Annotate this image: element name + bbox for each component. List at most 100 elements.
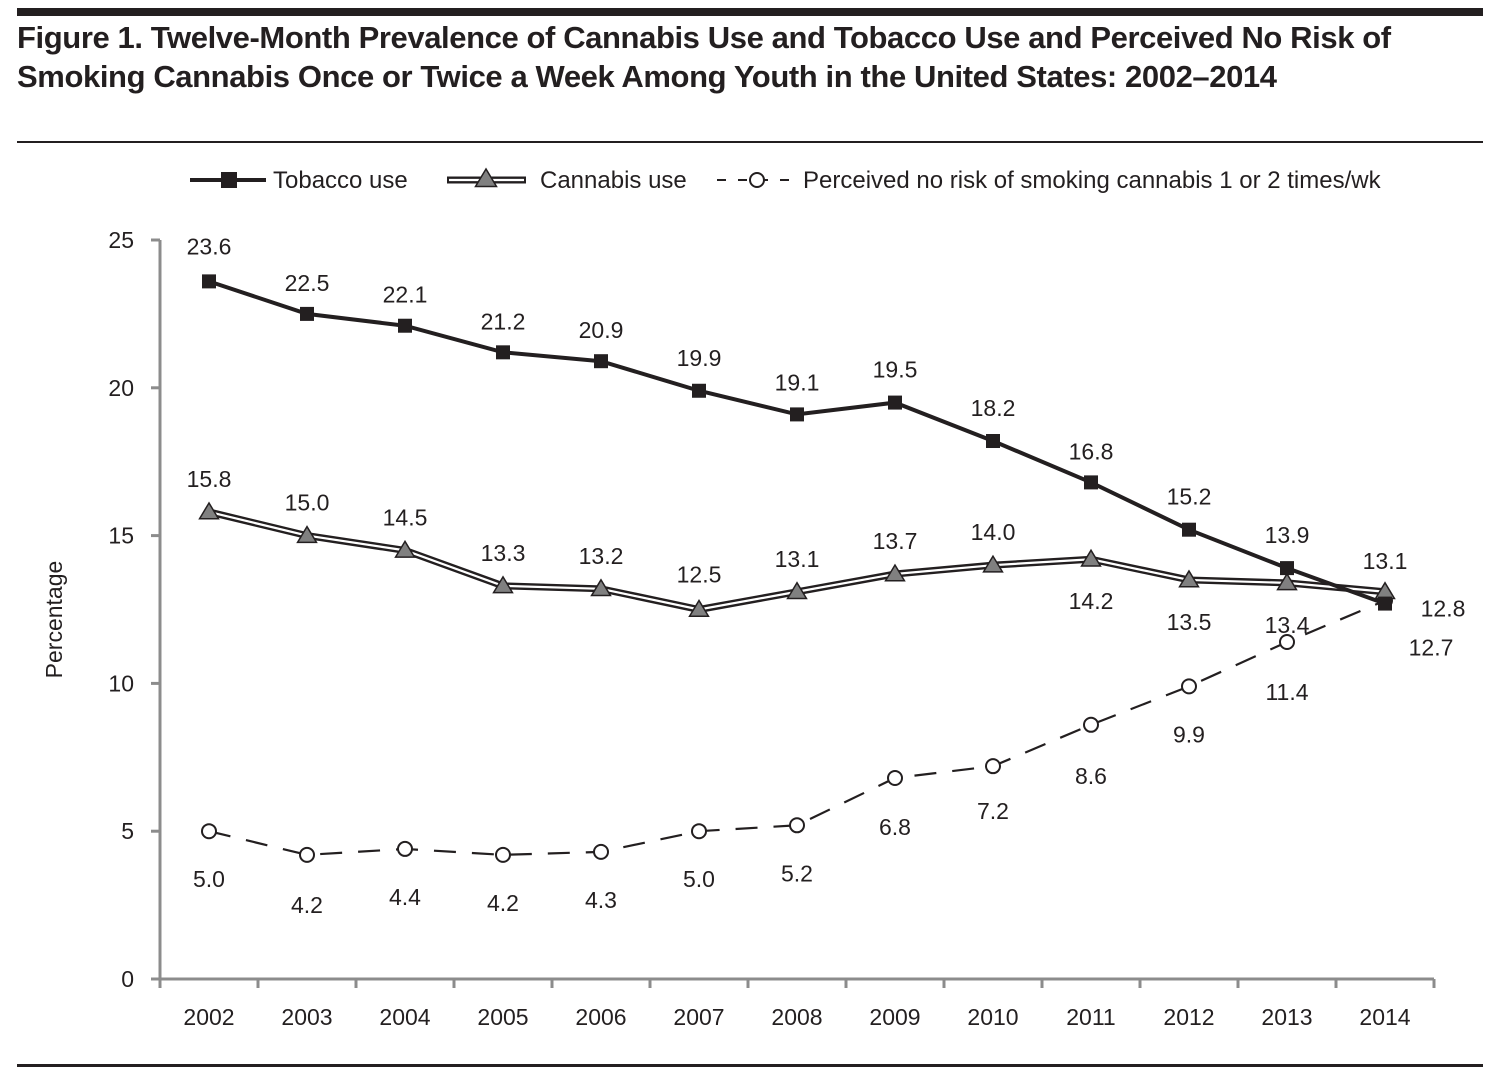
- data-label-perceived-no-risk: 5.0: [683, 866, 715, 892]
- marker-perceived-no-risk: [201, 823, 217, 840]
- x-tick-label: 2012: [1163, 1004, 1214, 1030]
- data-label-cannabis: 15.0: [285, 490, 330, 516]
- data-label-tobacco: 19.9: [677, 345, 722, 371]
- data-label-tobacco: 21.2: [481, 308, 526, 334]
- data-label-cannabis: 12.5: [677, 562, 722, 588]
- y-tick-label: 0: [121, 966, 134, 992]
- data-label-tobacco: 19.5: [873, 357, 918, 383]
- legend-marker-perceived-no-risk: [749, 172, 765, 188]
- y-tick-label: 25: [108, 227, 134, 253]
- marker-perceived-no-risk: [985, 758, 1001, 775]
- marker-cannabis: [394, 539, 416, 558]
- data-label-tobacco: 16.8: [1069, 438, 1114, 464]
- marker-tobacco: [692, 383, 706, 398]
- marker-perceived-no-risk: [299, 846, 315, 863]
- x-tick-label: 2008: [771, 1004, 822, 1030]
- y-axis-title: Percentage: [41, 561, 67, 679]
- data-label-cannabis: 13.2: [579, 543, 624, 569]
- data-label-cannabis: 14.5: [383, 504, 428, 530]
- legend-label-cannabis: Cannabis use: [540, 167, 687, 194]
- marker-cannabis: [884, 563, 906, 582]
- y-tick-label: 5: [121, 818, 134, 844]
- legend-label-perceived-no-risk: Perceived no risk of smoking cannabis 1 …: [803, 167, 1382, 194]
- marker-cannabis: [786, 581, 808, 600]
- data-label-cannabis: 13.7: [873, 528, 918, 554]
- data-label-perceived-no-risk: 8.6: [1075, 763, 1107, 789]
- data-label-cannabis: 13.4: [1265, 612, 1310, 638]
- marker-cannabis: [1080, 548, 1102, 567]
- marker-tobacco: [1280, 561, 1294, 576]
- data-label-perceived-no-risk: 12.8: [1421, 596, 1466, 622]
- marker-cannabis: [492, 575, 514, 594]
- data-label-tobacco: 12.7: [1409, 635, 1454, 661]
- data-label-perceived-no-risk: 9.9: [1173, 721, 1205, 747]
- marker-tobacco: [986, 434, 1000, 449]
- marker-cannabis: [198, 501, 220, 520]
- top-rule: [17, 8, 1483, 16]
- x-tick-label: 2006: [575, 1004, 626, 1030]
- marker-perceived-no-risk: [1181, 678, 1197, 695]
- marker-cannabis: [590, 578, 612, 597]
- marker-cannabis: [1276, 572, 1298, 591]
- x-tick-label: 2010: [967, 1004, 1018, 1030]
- data-label-cannabis: 13.3: [481, 540, 526, 566]
- marker-perceived-no-risk: [397, 840, 413, 857]
- data-label-tobacco: 19.1: [775, 369, 820, 395]
- x-tick-label: 2002: [183, 1004, 234, 1030]
- legend: Tobacco use Cannabis use Perceived no risk…: [190, 167, 1382, 194]
- marker-tobacco: [790, 407, 804, 422]
- figure-title: Figure 1. Twelve-Month Prevalence of Can…: [17, 20, 1391, 94]
- marker-cannabis: [296, 525, 318, 544]
- x-tick-label: 2005: [477, 1004, 528, 1030]
- data-label-perceived-no-risk: 11.4: [1265, 679, 1308, 705]
- data-label-tobacco: 22.1: [383, 282, 428, 308]
- bottom-rule: [17, 1064, 1483, 1067]
- axes: 0 5 10 15 20 25 Percentage 2002 2003 2004 2005 2006…: [41, 227, 1436, 1030]
- data-label-perceived-no-risk: 5.2: [781, 860, 813, 886]
- marker-tobacco: [496, 345, 510, 360]
- marker-tobacco: [1182, 522, 1196, 537]
- marker-tobacco: [300, 306, 314, 321]
- x-tick-label: 2003: [281, 1004, 332, 1030]
- x-tick-label: 2009: [869, 1004, 920, 1030]
- marker-perceived-no-risk: [887, 769, 903, 786]
- data-label-perceived-no-risk: 5.0: [193, 866, 225, 892]
- data-label-cannabis: 14.0: [971, 519, 1016, 545]
- data-label-cannabis: 14.2: [1069, 588, 1114, 614]
- marker-perceived-no-risk: [691, 823, 707, 840]
- data-label-cannabis: 13.5: [1167, 609, 1212, 635]
- y-tick-label: 20: [108, 375, 134, 401]
- data-label-tobacco: 22.5: [285, 270, 330, 296]
- marker-perceived-no-risk: [789, 817, 805, 834]
- marker-tobacco: [398, 318, 412, 333]
- marker-tobacco: [594, 354, 608, 369]
- series-line-perceived-no-risk: [208, 599, 1386, 856]
- data-labels: 23.6 22.5 22.1 21.2 20.9 19.9 19.1 19.5 18.2 16.8…: [187, 233, 1466, 917]
- data-label-tobacco: 18.2: [971, 395, 1016, 421]
- marker-perceived-no-risk: [593, 843, 609, 860]
- series-layer: [198, 274, 1396, 863]
- data-label-tobacco: 15.2: [1167, 484, 1212, 510]
- marker-tobacco: [1084, 475, 1098, 490]
- x-tick-label: 2013: [1261, 1004, 1312, 1030]
- data-label-perceived-no-risk: 4.3: [585, 887, 617, 913]
- data-label-perceived-no-risk: 6.8: [879, 814, 911, 840]
- title-rule: [17, 141, 1483, 143]
- marker-tobacco: [202, 274, 216, 289]
- data-label-tobacco: 20.9: [579, 317, 624, 343]
- data-label-tobacco: 13.9: [1265, 522, 1310, 548]
- legend-label-tobacco: Tobacco use: [273, 167, 408, 194]
- data-label-cannabis: 13.1: [775, 546, 820, 572]
- x-tick-label: 2014: [1359, 1004, 1410, 1030]
- x-tick-label: 2004: [379, 1004, 430, 1030]
- data-label-perceived-no-risk: 4.2: [487, 890, 519, 916]
- x-tick-label: 2007: [673, 1004, 724, 1030]
- data-label-perceived-no-risk: 4.2: [291, 892, 323, 918]
- data-label-perceived-no-risk: 7.2: [977, 798, 1009, 824]
- marker-cannabis: [982, 554, 1004, 573]
- marker-tobacco: [1378, 596, 1392, 611]
- legend-marker-tobacco: [221, 172, 237, 188]
- marker-perceived-no-risk: [1083, 716, 1099, 733]
- marker-cannabis: [1178, 569, 1200, 588]
